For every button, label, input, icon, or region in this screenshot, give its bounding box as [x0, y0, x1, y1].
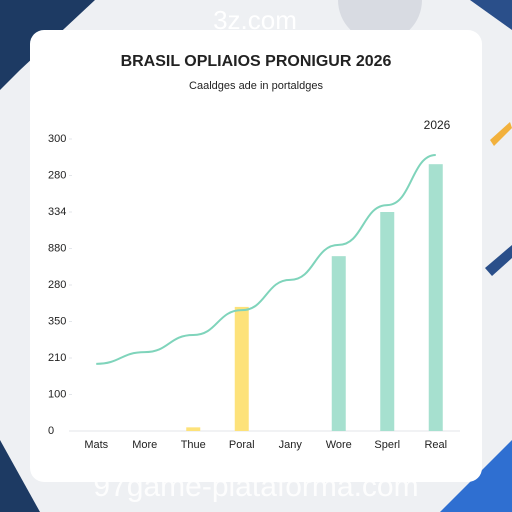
bar: [428, 164, 443, 431]
watermark: 97game-plataforma.com: [93, 470, 418, 503]
y-tick-label: 350: [48, 315, 66, 327]
watermark: 3z.com: [213, 5, 297, 35]
y-tick-label: 880: [48, 242, 66, 254]
x-tick-label: Wore: [326, 439, 352, 451]
y-tick-label: 210: [48, 352, 66, 364]
y-tick-label: 280: [48, 169, 66, 181]
x-tick-label: Jany: [279, 439, 303, 451]
decor: [490, 122, 512, 146]
bar: [186, 427, 201, 431]
y-tick-label: 300: [48, 133, 66, 145]
y-tick-label: 280: [48, 279, 66, 291]
chart-title: BRASIL OPLIAIOS PRONIGUR 2026: [121, 53, 392, 70]
annotation: 2026: [424, 118, 451, 132]
bar: [331, 256, 346, 431]
x-tick-label: Sperl: [374, 439, 400, 451]
y-tick-label: 100: [48, 388, 66, 400]
decor: [485, 245, 512, 276]
line: [96, 154, 436, 365]
x-tick-label: Real: [424, 439, 447, 451]
decor: [0, 440, 40, 512]
x-tick-label: More: [132, 439, 157, 451]
decor: [0, 0, 95, 90]
x-tick-label: Mats: [84, 439, 108, 451]
bar: [380, 212, 395, 431]
y-tick-label: 0: [48, 425, 54, 437]
chart-subtitle: Caaldges ade in portaldges: [189, 80, 323, 92]
y-tick-label: 334: [48, 206, 66, 218]
x-tick-label: Poral: [229, 439, 255, 451]
x-tick-label: Thue: [181, 439, 206, 451]
bar: [234, 306, 249, 431]
decor: [470, 0, 512, 30]
card: [30, 30, 482, 482]
